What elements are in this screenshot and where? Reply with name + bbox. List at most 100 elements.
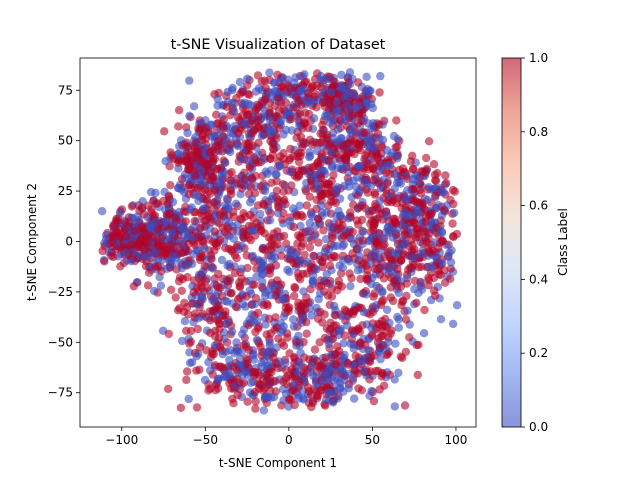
scatter-point (330, 301, 339, 311)
x-tick-label: −100 (105, 433, 138, 447)
scatter-point (383, 179, 392, 188)
scatter-point (350, 137, 359, 146)
scatter-point (230, 107, 239, 116)
scatter-point (214, 374, 223, 383)
scatter-point (217, 255, 227, 265)
scatter-point (113, 217, 122, 226)
scatter-point (278, 215, 287, 224)
scatter-point (322, 278, 331, 288)
colorbar-tick-label: 0.0 (529, 420, 548, 434)
y-tick-label: −50 (48, 335, 73, 349)
scatter-point (382, 305, 392, 314)
scatter-point (289, 322, 299, 331)
scatter-point (195, 343, 205, 352)
scatter-point (251, 171, 260, 181)
scatter-point (195, 365, 204, 374)
scatter-point (447, 246, 456, 255)
scatter-point (338, 263, 348, 272)
scatter-point (355, 252, 364, 261)
scatter-point (274, 363, 283, 373)
scatter-point (309, 251, 319, 261)
scatter-point (252, 335, 262, 344)
scatter-point (358, 236, 368, 245)
scatter-point (318, 120, 327, 130)
scatter-point (184, 394, 193, 404)
scatter-point (299, 368, 309, 378)
scatter-point (265, 216, 275, 225)
scatter-point (450, 208, 459, 218)
scatter-point (322, 324, 332, 333)
scatter-point (422, 153, 431, 163)
scatter-point (305, 219, 314, 228)
x-axis-ticks: −100 −50 0 50 100 (105, 427, 467, 447)
scatter-point (258, 270, 267, 279)
scatter-point (197, 166, 206, 176)
y-tick-label: −75 (48, 386, 73, 400)
scatter-point (450, 187, 459, 196)
scatter-point (167, 151, 176, 160)
colorbar-label: Class Label (556, 208, 570, 276)
scatter-point (360, 128, 369, 138)
scatter-point (316, 201, 326, 210)
scatter-point (145, 251, 154, 260)
scatter-point (300, 117, 309, 126)
scatter-point (221, 215, 231, 225)
scatter-point (393, 312, 402, 322)
scatter-point (279, 312, 289, 321)
scatter-point (231, 199, 241, 208)
y-tick-label: 25 (58, 184, 73, 198)
scatter-point (185, 111, 194, 121)
scatter-point (377, 332, 386, 341)
scatter-point (207, 217, 216, 227)
scatter-point (287, 126, 297, 135)
scatter-point (359, 307, 368, 317)
scatter-point (202, 346, 211, 355)
scatter-point (177, 185, 186, 194)
scatter-point (322, 269, 331, 279)
scatter-point (204, 159, 213, 169)
scatter-point (240, 119, 250, 128)
scatter-point (354, 143, 363, 153)
scatter-point (322, 133, 332, 142)
scatter-point (247, 101, 256, 110)
scatter-point (362, 98, 372, 108)
scatter-point (331, 360, 340, 369)
scatter-point (425, 228, 434, 238)
scatter-point (437, 211, 447, 220)
scatter-point (227, 245, 236, 254)
scatter-point (396, 256, 405, 265)
scatter-point (313, 391, 322, 400)
scatter-point (282, 379, 291, 389)
scatter-point (324, 156, 334, 165)
scatter-point (164, 329, 173, 339)
scatter-point (336, 324, 345, 334)
scatter-point (214, 301, 223, 310)
scatter-point (410, 284, 419, 294)
scatter-point (430, 184, 439, 193)
scatter-point (173, 306, 183, 315)
scatter-point (283, 75, 293, 84)
scatter-point (208, 307, 217, 316)
scatter-point (290, 400, 299, 410)
scatter-point (169, 252, 178, 261)
scatter-point (363, 265, 372, 275)
scatter-point (343, 370, 352, 379)
scatter-point (232, 338, 241, 347)
scatter-point (382, 350, 391, 360)
scatter-point (424, 273, 433, 282)
scatter-point (301, 108, 310, 118)
scatter-point (421, 217, 430, 226)
scatter-point (280, 195, 289, 204)
scatter-point (153, 224, 163, 234)
scatter-point (394, 323, 403, 332)
scatter-point (277, 251, 286, 260)
colorbar-tick-label: 0.8 (529, 125, 548, 139)
scatter-point (392, 116, 401, 125)
scatter-point (238, 329, 247, 339)
scatter-point (185, 76, 194, 85)
scatter-point (257, 77, 266, 86)
scatter-point (380, 252, 389, 262)
scatter-point (396, 282, 406, 291)
x-tick-label: −50 (193, 433, 218, 447)
scatter-point (249, 213, 258, 223)
